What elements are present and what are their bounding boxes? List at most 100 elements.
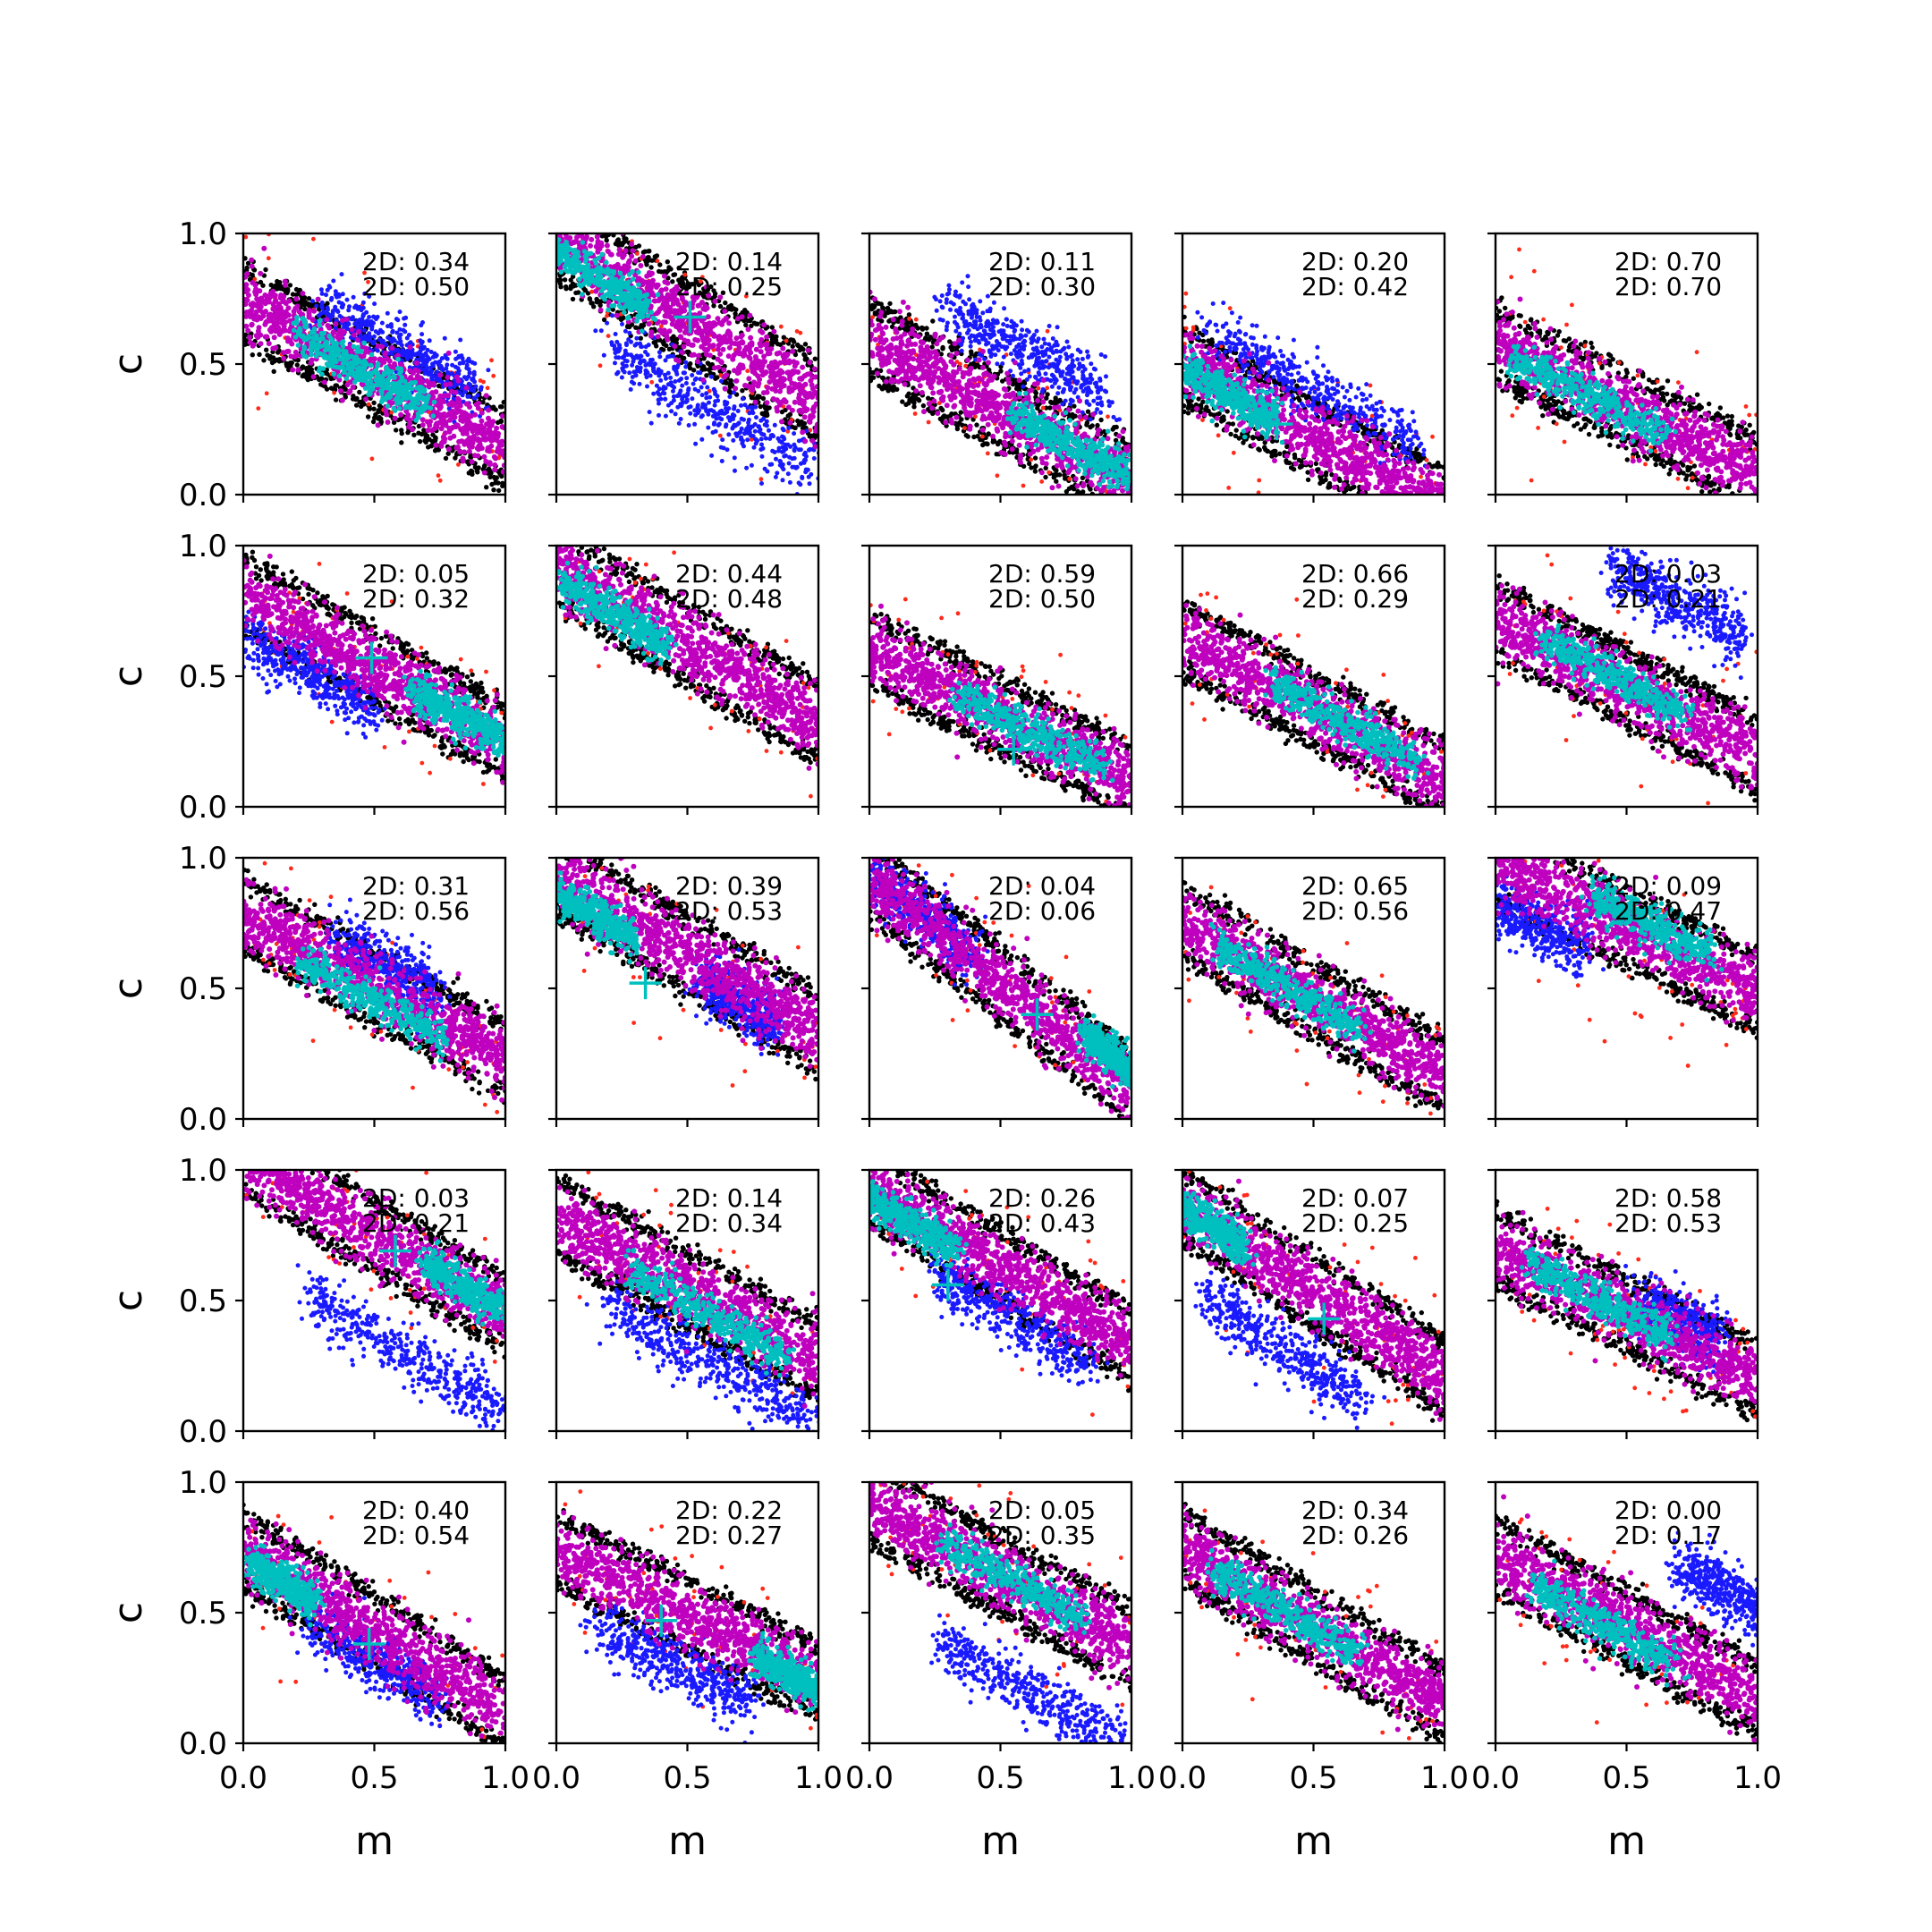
- band-point: [493, 407, 498, 412]
- band-core-point: [734, 370, 741, 377]
- secondary-point: [806, 474, 811, 479]
- band-core-point: [715, 316, 721, 322]
- band-point: [267, 353, 273, 360]
- band-point: [275, 278, 280, 284]
- band-core-point: [392, 360, 397, 367]
- band-point: [484, 485, 489, 490]
- core-point: [301, 346, 308, 352]
- band-core-point: [779, 419, 784, 425]
- band-core-point: [324, 317, 330, 323]
- band-point: [601, 317, 607, 323]
- band-point: [445, 451, 451, 456]
- core-point: [628, 296, 634, 302]
- core-point: [313, 353, 319, 359]
- secondary-point: [622, 364, 627, 369]
- secondary-point: [409, 349, 414, 354]
- core-point: [617, 270, 623, 276]
- band-core-point: [454, 422, 461, 428]
- band-core-point: [800, 398, 806, 404]
- band-point: [887, 301, 893, 307]
- secondary-point: [732, 422, 737, 428]
- secondary-point: [782, 446, 787, 452]
- band-point: [775, 341, 781, 347]
- secondary-point: [408, 340, 413, 345]
- secondary-point: [452, 384, 457, 389]
- band-point: [662, 269, 667, 275]
- band-core-point: [246, 335, 252, 340]
- band-core-point: [481, 470, 487, 476]
- band-core-point: [449, 400, 454, 405]
- secondary-point: [686, 405, 691, 410]
- band-point: [720, 290, 726, 295]
- secondary-point: [682, 370, 687, 376]
- band-core-point: [685, 338, 691, 344]
- core-point: [616, 286, 623, 292]
- core-point: [317, 365, 323, 371]
- band-point: [416, 423, 422, 429]
- band-core-point: [718, 360, 724, 366]
- secondary-point: [386, 335, 391, 340]
- band-point: [257, 352, 262, 357]
- band-core-point: [759, 372, 766, 378]
- band-core-point: [746, 376, 752, 382]
- secondary-point: [346, 308, 352, 313]
- band-core-point: [277, 295, 284, 301]
- band-core-point: [673, 324, 679, 329]
- band-point: [294, 362, 300, 368]
- core-point: [582, 258, 589, 265]
- secondary-point: [700, 402, 706, 407]
- secondary-point: [319, 303, 325, 309]
- core-point: [314, 349, 319, 355]
- band-core-point: [780, 345, 786, 352]
- band-core-point: [447, 381, 453, 387]
- band-core-point: [607, 251, 614, 258]
- secondary-point: [643, 344, 648, 350]
- outlier-point: [778, 324, 784, 329]
- outlier-point: [489, 358, 494, 363]
- band-core-point: [262, 292, 268, 298]
- band-core-point: [250, 342, 257, 348]
- band-core-point: [429, 428, 436, 434]
- band-core-point: [381, 359, 387, 365]
- core-point: [606, 307, 611, 313]
- band-point: [687, 366, 693, 371]
- band-core-point: [699, 335, 706, 341]
- band-point: [306, 296, 312, 301]
- secondary-point: [401, 327, 406, 333]
- band-core-point: [443, 382, 449, 388]
- band-core-point: [724, 372, 730, 378]
- secondary-point: [466, 356, 471, 361]
- secondary-point: [713, 412, 718, 418]
- secondary-point: [770, 448, 775, 453]
- band-point: [378, 416, 384, 421]
- band-point: [785, 413, 791, 419]
- band-core-point: [342, 329, 347, 335]
- secondary-point: [438, 366, 444, 371]
- secondary-point: [715, 394, 720, 399]
- band-point: [394, 428, 399, 433]
- y-tick-label: 0.0: [179, 478, 227, 513]
- core-point: [355, 344, 360, 351]
- band-core-point: [598, 242, 605, 249]
- band-core-point: [648, 333, 654, 339]
- band-point: [802, 342, 809, 347]
- band-core-point: [754, 365, 760, 371]
- band-core-point: [290, 367, 296, 373]
- core-point: [327, 363, 333, 369]
- band-point: [1027, 461, 1032, 467]
- secondary-point: [724, 422, 729, 428]
- secondary-point: [726, 432, 732, 437]
- band-point: [417, 438, 423, 445]
- band-point: [411, 432, 417, 437]
- secondary-point: [318, 287, 324, 292]
- secondary-point: [673, 379, 678, 384]
- outlier-point: [606, 334, 611, 338]
- secondary-point: [788, 444, 793, 449]
- core-point: [378, 399, 385, 405]
- secondary-point: [645, 352, 650, 358]
- secondary-point: [724, 447, 730, 453]
- band-core-point: [674, 284, 680, 290]
- band-point: [680, 278, 685, 284]
- secondary-point: [423, 352, 428, 358]
- band-point: [757, 394, 762, 400]
